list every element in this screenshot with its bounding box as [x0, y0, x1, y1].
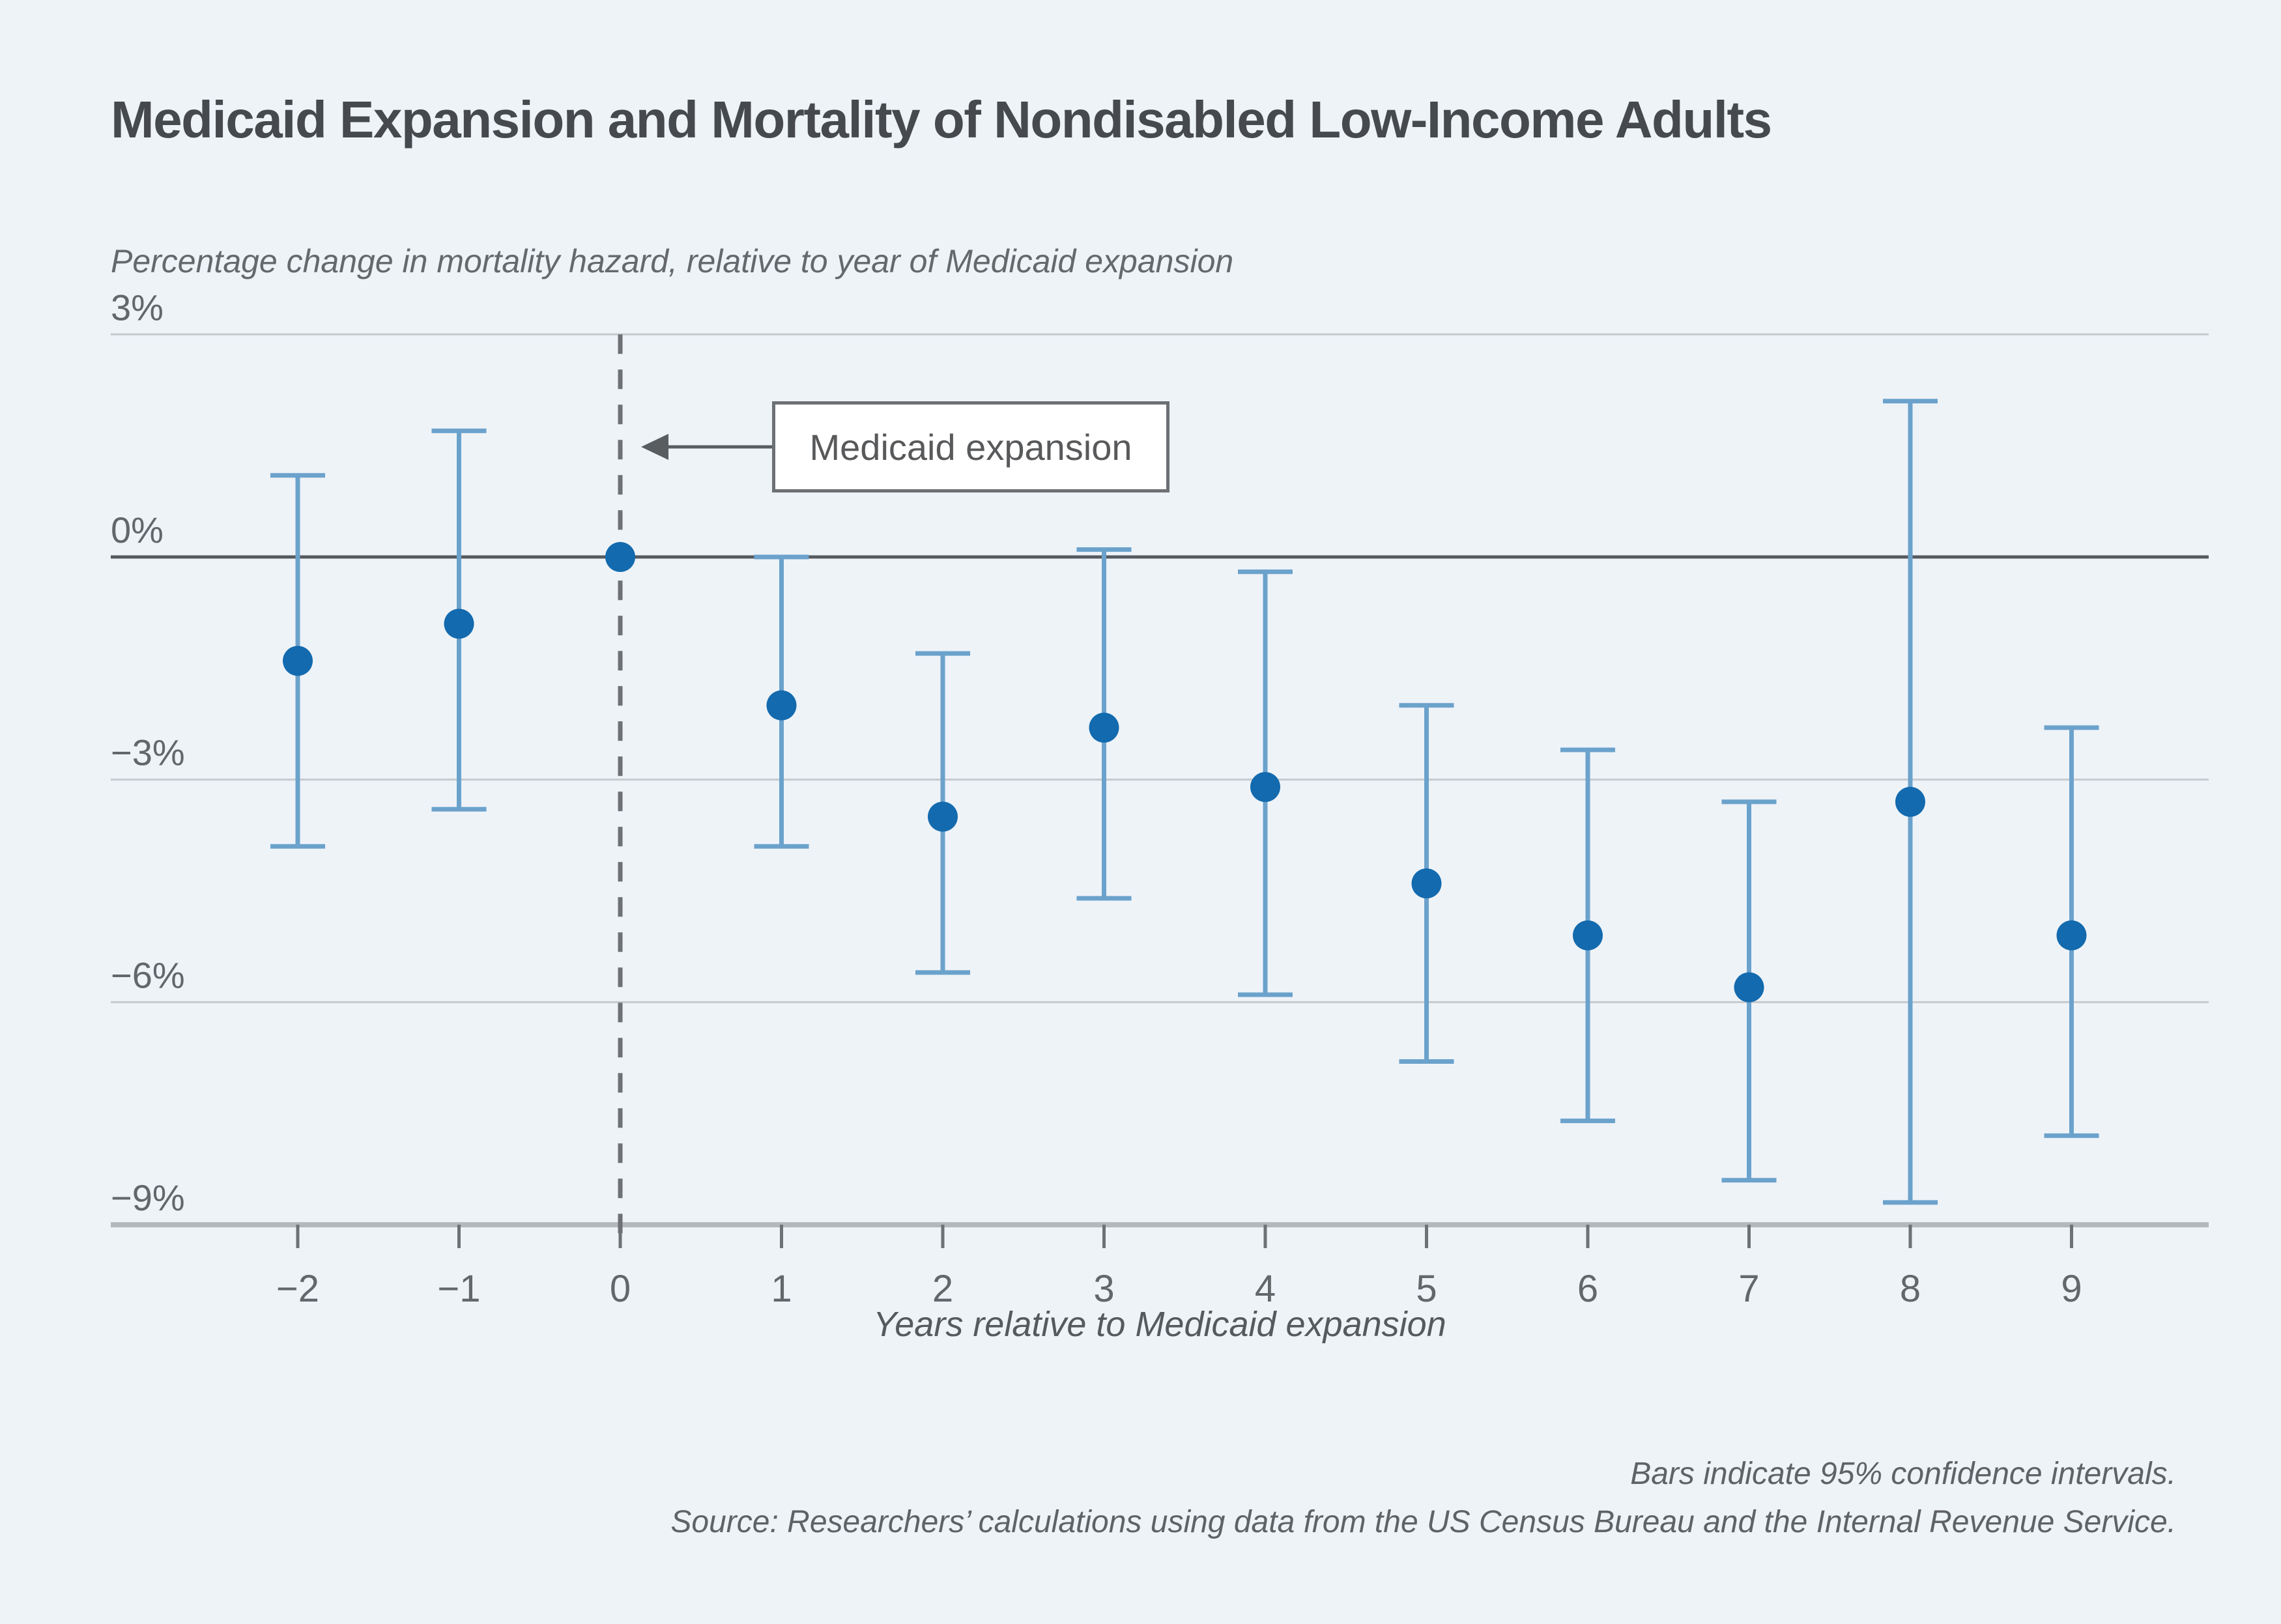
estimate-dot	[444, 608, 474, 639]
annotation-arrow-head-icon	[641, 434, 668, 460]
x-axis-title: Years relative to Medicaid expansion	[873, 1305, 1446, 1344]
estimate-dot	[1573, 920, 1603, 950]
annotation-label: Medicaid expansion	[809, 426, 1132, 468]
x-tick-label: 7	[1738, 1268, 1759, 1310]
estimate-dot	[1411, 868, 1442, 899]
x-tick-label: 4	[1255, 1268, 1276, 1310]
y-tick-label: −9%	[111, 1177, 185, 1218]
x-tick-label: −2	[276, 1268, 319, 1310]
estimate-dot	[928, 801, 958, 832]
page-title: Medicaid Expansion and Mortality of Nond…	[111, 91, 1772, 149]
x-tick-label: 0	[610, 1268, 631, 1310]
source-note: Source: Researchers’ calculations using …	[670, 1504, 2176, 1539]
x-tick-label: 2	[932, 1268, 953, 1310]
x-tick-label: 3	[1093, 1268, 1114, 1310]
x-tick-label: 9	[2061, 1268, 2082, 1310]
y-tick-label: −3%	[111, 732, 185, 773]
y-tick-label: 3%	[111, 287, 164, 328]
footnotes: Bars indicate 95% confidence intervals. …	[222, 1450, 2176, 1546]
y-tick-label: 0%	[111, 509, 164, 550]
ci-note: Bars indicate 95% confidence intervals.	[1630, 1457, 2176, 1491]
y-tick-label: −6%	[111, 954, 185, 995]
estimate-dot	[283, 646, 313, 676]
x-tick-label: −1	[437, 1268, 480, 1310]
x-tick-label: 8	[1900, 1268, 1921, 1310]
annotation-box: Medicaid expansion	[772, 401, 1169, 492]
x-tick-label: 6	[1577, 1268, 1598, 1310]
x-tick-label: 1	[771, 1268, 792, 1310]
estimate-dot	[766, 690, 797, 720]
estimate-dot	[1734, 972, 1764, 1003]
estimate-dot	[1250, 772, 1280, 803]
x-tick-label: 5	[1416, 1268, 1437, 1310]
estimate-dot	[1089, 712, 1119, 743]
estimate-dot	[605, 542, 635, 572]
estimate-dot	[2056, 920, 2087, 950]
estimate-dot	[1895, 786, 1925, 817]
y-axis-title: Percentage change in mortality hazard, r…	[111, 243, 1234, 279]
